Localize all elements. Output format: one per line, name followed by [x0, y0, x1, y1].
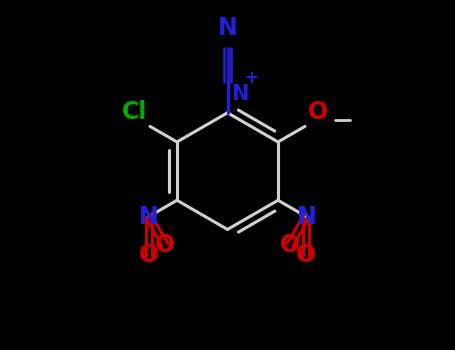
Text: O: O [139, 244, 159, 267]
Text: +: + [245, 69, 258, 87]
Text: N: N [217, 16, 238, 40]
Text: N: N [232, 84, 249, 104]
Text: O: O [308, 100, 328, 124]
Text: Cl: Cl [121, 100, 147, 124]
Text: N: N [139, 205, 158, 229]
Text: O: O [280, 233, 300, 257]
Text: N: N [297, 205, 316, 229]
Text: O: O [155, 233, 175, 257]
Text: O: O [296, 244, 316, 267]
